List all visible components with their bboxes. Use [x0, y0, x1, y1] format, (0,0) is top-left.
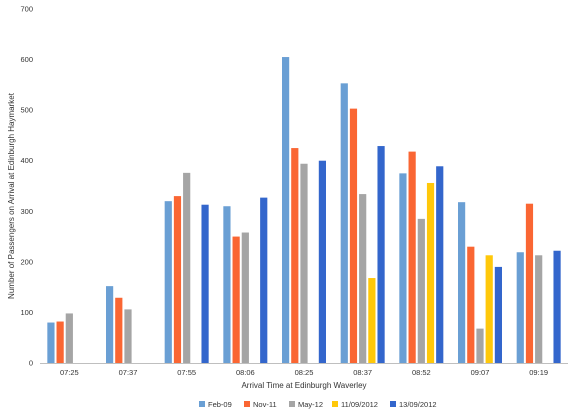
legend-label-nov-11: Nov-11 [253, 400, 277, 409]
bar-13-09-2012-08-25 [318, 160, 326, 363]
bar-may-12-09-07 [476, 328, 484, 363]
legend-swatch-feb-09 [199, 401, 205, 407]
bar-may-12-07-37 [124, 309, 132, 363]
bar-13-09-2012-07-55 [201, 204, 209, 363]
bar-13-09-2012-09-19 [553, 250, 561, 363]
y-tick-label: 100 [20, 308, 33, 317]
x-tick-label: 08:37 [353, 368, 372, 377]
x-tick-label: 08:25 [295, 368, 314, 377]
bar-nov-11-09-19 [525, 203, 534, 363]
bar-may-12-08-52 [417, 218, 425, 363]
legend-label-13-09-2012: 13/09/2012 [399, 400, 437, 409]
bar-may-12-08-25 [300, 163, 308, 363]
bar-nov-11-09-07 [467, 246, 475, 363]
bar-feb-09-07-55 [164, 201, 172, 363]
x-axis-ticks: 07:25 07:37 07:55 08:06 08:25 08:37 08:52 09:07… [60, 368, 548, 377]
legend-label-feb-09: Feb-09 [208, 400, 232, 409]
y-axis-ticks: 0 100 200 300 400 500 600 700 [20, 5, 33, 368]
x-tick-label: 07:55 [177, 368, 196, 377]
y-axis-title: Number of Passengers on Arrival at Edinb… [7, 92, 16, 299]
bar-feb-09-08-37 [340, 83, 348, 363]
bar-feb-09-09-19 [516, 252, 524, 363]
bar-11-09-2012-08-37 [368, 278, 376, 363]
y-tick-label: 500 [20, 106, 33, 115]
bar-may-12-08-06 [241, 232, 249, 363]
legend-swatch-11-09-2012 [332, 401, 338, 407]
bar-may-12-07-25 [65, 313, 73, 363]
bar-11-09-2012-09-07 [485, 255, 493, 363]
legend-swatch-13-09-2012 [390, 401, 396, 407]
x-tick-label: 07:25 [60, 368, 79, 377]
bar-nov-11-07-55 [173, 196, 182, 363]
legend-label-may-12: May-12 [298, 400, 323, 409]
bar-11-09-2012-08-52 [426, 182, 435, 363]
y-tick-label: 0 [29, 359, 33, 368]
x-tick-label: 08:52 [412, 368, 431, 377]
y-tick-label: 600 [20, 55, 33, 64]
bar-13-09-2012-09-07 [494, 266, 502, 363]
x-tick-label: 09:19 [529, 368, 548, 377]
bar-feb-09-08-25 [282, 57, 290, 363]
x-axis-title: Arrival Time at Edinburgh Waverley [241, 381, 366, 390]
bar-nov-11-08-52 [408, 151, 416, 363]
x-tick-label: 08:06 [236, 368, 255, 377]
x-tick-label: 07:37 [119, 368, 138, 377]
bar-nov-11-08-25 [291, 148, 299, 363]
bar-feb-09-07-25 [47, 322, 55, 363]
bar-feb-09-09-07 [458, 202, 466, 363]
y-tick-label: 200 [20, 257, 33, 266]
x-tick-label: 09:07 [471, 368, 490, 377]
bar-may-12-09-19 [535, 255, 543, 363]
bar-may-12-07-55 [183, 172, 191, 363]
legend-swatch-nov-11 [244, 401, 250, 407]
y-tick-label: 300 [20, 207, 33, 216]
bar-feb-09-07-37 [106, 286, 114, 363]
bar-nov-11-08-37 [349, 108, 358, 363]
bar-13-09-2012-08-37 [377, 146, 385, 363]
legend-swatch-may-12 [289, 401, 295, 407]
bar-feb-09-08-52 [399, 173, 407, 363]
bar-nov-11-07-37 [115, 297, 123, 363]
y-tick-label: 400 [20, 156, 33, 165]
bar-nov-11-08-06 [232, 236, 240, 363]
bars [47, 57, 561, 363]
bar-13-09-2012-08-06 [260, 197, 268, 363]
bar-nov-11-07-25 [56, 321, 64, 363]
legend-label-11-09-2012: 11/09/2012 [341, 400, 378, 409]
legend: Feb-09 Nov-11 May-12 11/09/2012 13/09/2012 [199, 400, 437, 409]
y-tick-label: 700 [20, 5, 33, 14]
bar-may-12-08-37 [359, 194, 367, 363]
bar-feb-09-08-06 [223, 206, 231, 363]
bar-13-09-2012-08-52 [436, 166, 444, 363]
